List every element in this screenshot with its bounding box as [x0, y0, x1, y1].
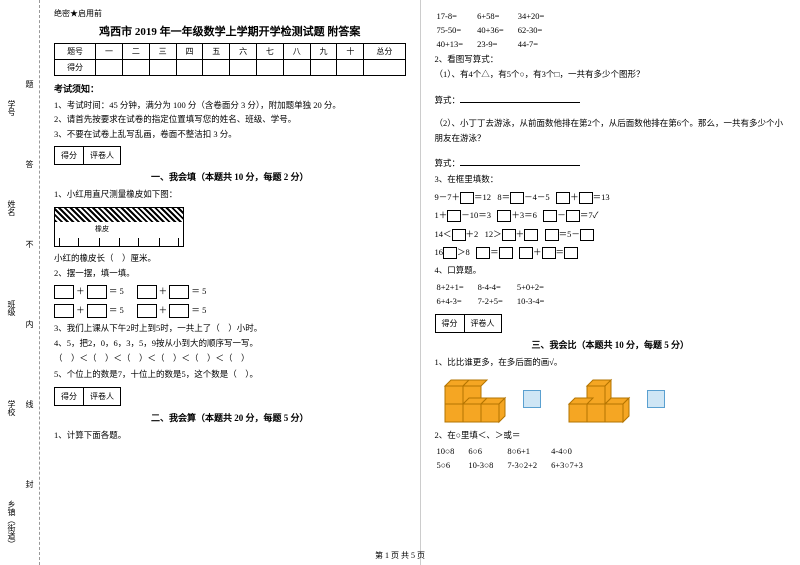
answer-line[interactable] — [460, 93, 580, 103]
exam-title: 鸡西市 2019 年一年级数学上学期开学检测试题 附答案 — [54, 23, 406, 39]
gutter-label: 班级 — [6, 300, 17, 316]
check-box[interactable] — [647, 390, 665, 408]
fill-row[interactable]: 9－7＋＝12 8＝－4－5 ＋＝13 — [435, 190, 787, 205]
fill-row[interactable]: 14＜＋2 12＞＋ ＝5－ — [435, 227, 787, 242]
question-23: 3、在框里填数： — [435, 172, 787, 187]
section-2-title: 二、我会算（本题共 20 分，每题 5 分） — [54, 411, 406, 424]
calc-table: 17-8=6+58=34+20= 75-50=40+36=62-30= 40+1… — [435, 8, 559, 52]
question-31: 1、比比谁更多，在多后面的画√。 — [435, 355, 787, 370]
gutter-label: 学校 — [6, 400, 17, 416]
question-1b: 小红的橡皮长（ ）厘米。 — [54, 251, 406, 266]
gutter-mark: 不 — [24, 240, 35, 248]
score-cell: 得分 — [54, 387, 84, 406]
score-head: 七 — [257, 44, 284, 60]
notice-line: 2、请首先按要求在试卷的指定位置填写您的姓名、班级、学号。 — [54, 112, 406, 126]
score-head: 十 — [337, 44, 364, 60]
score-head: 一 — [96, 44, 123, 60]
score-row-label: 得分 — [55, 60, 96, 76]
gutter-mark: 封 — [24, 480, 35, 488]
gutter-label: 学号 — [6, 100, 17, 116]
grader-cell: 评卷人 — [465, 314, 502, 333]
fill-row[interactable]: ＋ ＝ 5 ＋ ＝ 5 — [54, 284, 406, 299]
fill-row[interactable]: 1＋－10＝3 ＋3＝6 －＝7✓ — [435, 208, 787, 223]
cubes-left-icon — [435, 374, 515, 424]
question-4b: （ ）＜（ ）＜（ ）＜（ ）＜（ ）＜（ ） — [54, 351, 406, 366]
fill-row[interactable]: ＋ ＝ 5 ＋ ＝ 5 — [54, 303, 406, 318]
check-box[interactable] — [523, 390, 541, 408]
gutter-mark: 题 — [24, 80, 35, 88]
gutter-label: 乡镇（街道） — [6, 500, 17, 548]
grader-box: 得分 评卷人 — [54, 146, 406, 165]
secret-label: 绝密★启用前 — [54, 8, 406, 19]
gutter-mark: 线 — [24, 400, 35, 408]
notice-line: 1、考试时间：45 分钟，满分为 100 分（含卷面分 3 分），附加题单独 2… — [54, 98, 406, 112]
question-2: 2、摆一摆，填一填。 — [54, 266, 406, 281]
question-22a: （1）、有4个△，有5个○，有3个□，一共有多少个图形？ — [435, 67, 787, 82]
calc-label: 算式： — [435, 156, 787, 171]
notice-head: 考试须知： — [54, 82, 406, 95]
question-24: 4、口算题。 — [435, 263, 787, 278]
score-head: 六 — [230, 44, 257, 60]
fill-row[interactable]: 16＞8 ＝ ＋＝ — [435, 245, 787, 260]
question-5: 5、个位上的数是7，十位上的数是5，这个数是（ ）。 — [54, 367, 406, 382]
section-1-title: 一、我会填（本题共 10 分，每题 2 分） — [54, 170, 406, 183]
compare-table: 10○86○68○6+14-4○0 5○610-3○87-3○2+26+3○7+… — [435, 443, 597, 473]
question-32: 2、在○里填＜、＞或＝ — [435, 428, 787, 443]
calc-table-2: 8+2+1=8-4-4=5+0+2= 6+4-3=7-2+5=10-3-4= — [435, 279, 559, 309]
question-22: 2、看图写算式： — [435, 52, 787, 67]
question-22b: （2）、小丁丁去游泳，从前面数他排在第2个，从后面数他排在第6个。那么，一共有多… — [435, 116, 787, 147]
score-head: 九 — [310, 44, 337, 60]
page-footer: 第 1 页 共 5 页 — [0, 550, 800, 561]
question-1: 1、小红用直尺测量橡皮如下图： — [54, 187, 406, 202]
score-head: 五 — [203, 44, 230, 60]
score-head: 题号 — [55, 44, 96, 60]
answer-line[interactable] — [460, 156, 580, 166]
calc-label: 算式： — [435, 93, 787, 108]
question-21: 1、计算下面各题。 — [54, 428, 406, 443]
section-3-title: 三、我会比（本题共 10 分，每题 5 分） — [435, 338, 787, 351]
notice-line: 3、不要在试卷上乱写乱画，卷面不整洁扣 3 分。 — [54, 127, 406, 141]
score-head: 总分 — [364, 44, 405, 60]
gutter-label: 姓名 — [6, 200, 17, 216]
grader-box: 得分 评卷人 — [435, 314, 787, 333]
score-cell: 得分 — [435, 314, 465, 333]
gutter-mark: 答 — [24, 160, 35, 168]
question-3: 3、我们上课从下午2时上到5时，一共上了（ ）小时。 — [54, 321, 406, 336]
cubes-right-icon — [559, 374, 639, 424]
grader-box: 得分 评卷人 — [54, 387, 406, 406]
score-table: 题号 一 二 三 四 五 六 七 八 九 十 总分 得分 — [54, 43, 406, 76]
question-4: 4、5，把2，0，6，3，5，9按从小到大的顺序写一写。 — [54, 336, 406, 351]
gutter-mark: 内 — [24, 320, 35, 328]
score-head: 八 — [283, 44, 310, 60]
score-head: 二 — [122, 44, 149, 60]
score-head: 四 — [176, 44, 203, 60]
ruler-graphic: 橡皮 — [54, 207, 184, 247]
grader-cell: 评卷人 — [84, 146, 121, 165]
score-head: 三 — [149, 44, 176, 60]
score-cell: 得分 — [54, 146, 84, 165]
cube-compare — [435, 374, 787, 424]
grader-cell: 评卷人 — [84, 387, 121, 406]
